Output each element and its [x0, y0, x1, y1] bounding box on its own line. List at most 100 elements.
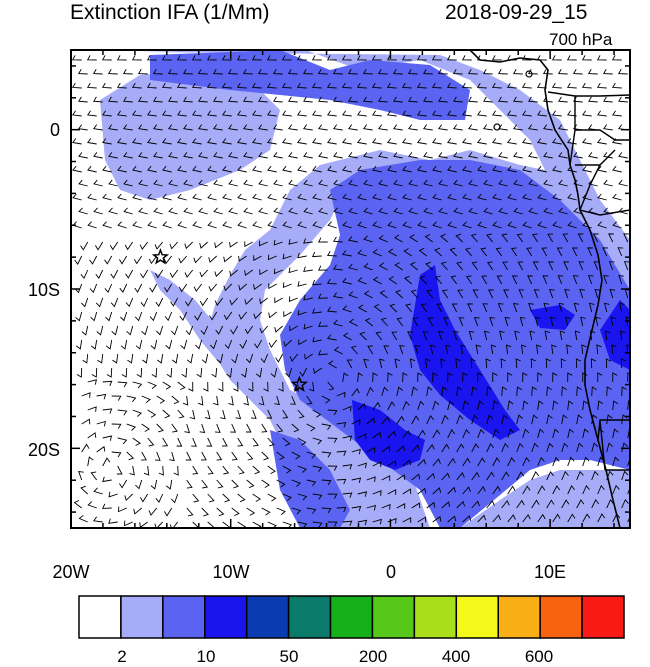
- wind-barb: [551, 55, 562, 61]
- extinction-area-dark-4: [600, 300, 630, 370]
- wind-barb: [119, 479, 128, 489]
- wind-barb: [450, 275, 458, 285]
- wind-barb: [165, 339, 173, 350]
- wind-barb: [513, 96, 523, 103]
- wind-barb: [378, 152, 388, 159]
- wind-barb: [125, 297, 134, 308]
- wind-barb: [603, 207, 613, 215]
- wind-barb: [393, 179, 403, 187]
- wind-barb: [76, 367, 83, 378]
- wind-barb: [318, 350, 328, 356]
- wind-barb: [132, 409, 142, 417]
- wind-barb: [606, 470, 614, 481]
- wind-barb: [407, 331, 413, 341]
- wind-barb: [182, 68, 193, 75]
- wind-barb: [222, 110, 232, 117]
- wind-barb: [357, 277, 367, 285]
- wind-barb: [575, 358, 581, 369]
- wind-barb: [482, 303, 489, 313]
- wind-barb: [409, 234, 418, 243]
- wind-barb: [333, 207, 343, 215]
- wind-barb: [461, 55, 472, 61]
- colorbar-swatch: [497, 595, 541, 639]
- wind-barb: [552, 165, 562, 173]
- wind-barb: [207, 165, 217, 173]
- wind-barb: [282, 437, 291, 447]
- wind-barb: [387, 430, 397, 439]
- wind-barb: [182, 395, 189, 406]
- wind-barb: [552, 372, 558, 383]
- wind-barb: [582, 193, 592, 201]
- wind-barb: [147, 409, 157, 418]
- wind-barb: [372, 461, 382, 468]
- wind-barb: [246, 507, 256, 516]
- wind-barb: [243, 96, 253, 103]
- wind-barb: [537, 372, 543, 383]
- wind-barb: [171, 353, 179, 364]
- wind-barb: [184, 423, 191, 434]
- wind-barb: [276, 451, 285, 461]
- wind-barb: [117, 409, 128, 416]
- wind-barb: [541, 247, 548, 257]
- wind-barb: [207, 221, 217, 229]
- wind-barb: [546, 470, 554, 481]
- wind-barb: [537, 513, 546, 523]
- wind-barb: [618, 179, 628, 187]
- wind-barb: [504, 316, 511, 327]
- wind-barb: [170, 493, 179, 504]
- wind-barb: [126, 451, 135, 461]
- wind-barb: [476, 138, 487, 145]
- wind-barb: [612, 484, 620, 495]
- wind-barb: [163, 255, 173, 264]
- wind-barb: [123, 124, 133, 131]
- wind-barb: [578, 261, 585, 271]
- wind-barb: [612, 513, 621, 523]
- wind-barb: [229, 297, 239, 306]
- wind-barb: [101, 138, 112, 145]
- wind-barb: [381, 445, 391, 453]
- wind-barb: [81, 443, 90, 453]
- wind-barb: [291, 479, 301, 487]
- wind-barb: [117, 437, 128, 445]
- wind-barb: [387, 165, 397, 173]
- wind-barb: [237, 110, 247, 117]
- wind-barb: [139, 493, 149, 503]
- wind-barb: [108, 518, 118, 524]
- wind-barb: [273, 239, 283, 246]
- wind-barb: [514, 330, 520, 341]
- wind-barb: [183, 152, 193, 159]
- wind-barb: [317, 68, 328, 75]
- wind-barb: [489, 316, 495, 327]
- wind-barb: [528, 179, 538, 187]
- wind-barb: [520, 344, 527, 355]
- wind-barb: [517, 261, 524, 271]
- wind-barb: [496, 275, 503, 285]
- wind-barb: [431, 55, 442, 61]
- wind-barb: [495, 247, 503, 257]
- wind-barb: [147, 193, 157, 201]
- wind-barb: [146, 82, 157, 89]
- wind-barb: [121, 367, 128, 378]
- wind-barb: [87, 432, 97, 439]
- wind-barb: [192, 521, 200, 528]
- wind-barb: [239, 339, 248, 349]
- wind-barb: [440, 233, 448, 243]
- wind-barb: [137, 68, 148, 75]
- wind-barb: [208, 283, 218, 292]
- wind-barb: [80, 485, 89, 495]
- wind-barb: [576, 414, 583, 425]
- wind-barb: [238, 311, 248, 320]
- wind-barb: [253, 311, 263, 320]
- wind-barb: [498, 179, 508, 187]
- wind-barb: [155, 493, 164, 504]
- wind-barb: [477, 514, 487, 523]
- wind-barb: [423, 152, 433, 159]
- wind-barb: [252, 493, 262, 502]
- wind-barb: [363, 179, 373, 187]
- wind-barb: [120, 311, 128, 322]
- wind-barb: [626, 344, 630, 355]
- wind-barb: [253, 255, 262, 262]
- wind-barb: [215, 325, 224, 335]
- wind-barb: [214, 241, 223, 249]
- wind-barb: [552, 485, 561, 495]
